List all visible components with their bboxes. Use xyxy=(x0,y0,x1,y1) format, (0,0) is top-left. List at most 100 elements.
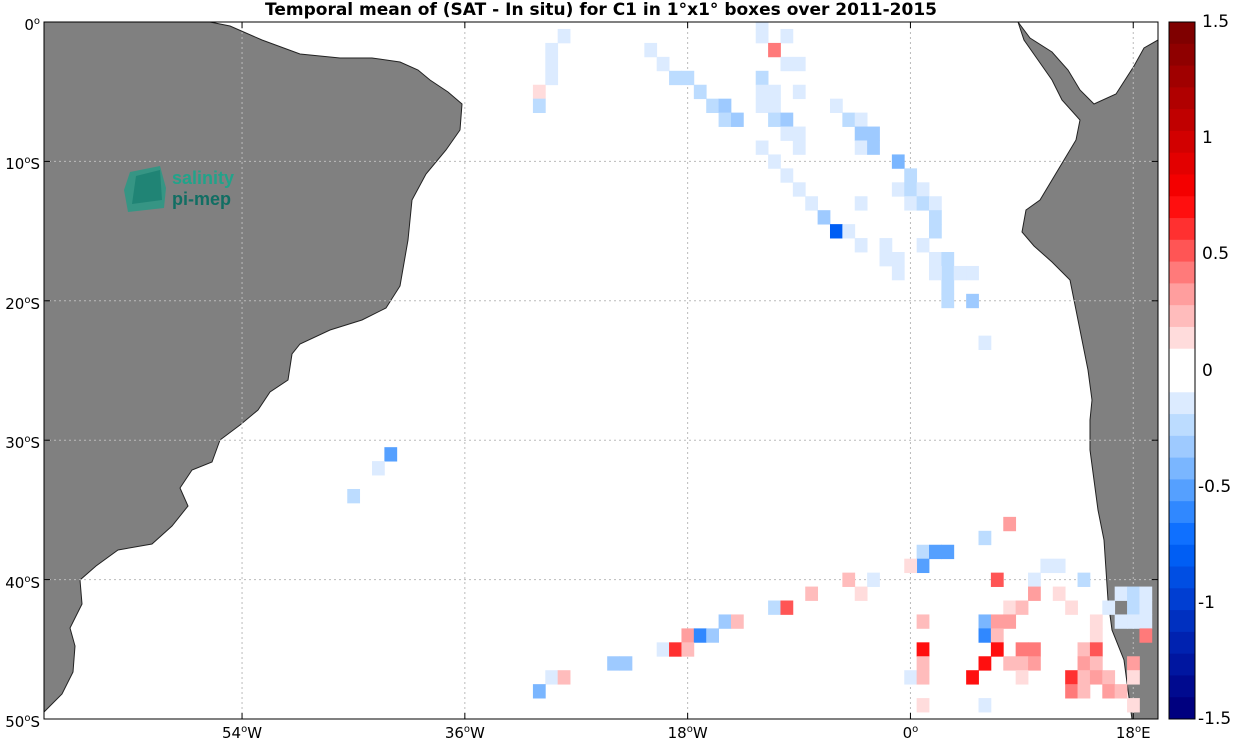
heatmap-cell xyxy=(867,572,880,587)
land-africa xyxy=(1017,22,1158,719)
heatmap-cell xyxy=(978,530,992,546)
heatmap-cell xyxy=(1077,670,1091,685)
heatmap-cell xyxy=(669,642,682,657)
heatmap-cell xyxy=(929,252,942,267)
heatmap-cell xyxy=(916,558,930,574)
heatmap-cell xyxy=(1003,656,1017,671)
heatmap-cell xyxy=(805,196,819,211)
heatmap-cell xyxy=(1003,600,1017,615)
heatmap-cell xyxy=(867,140,880,155)
heatmap-cell xyxy=(792,84,806,100)
colorbar-segment xyxy=(1169,22,1195,45)
colorbar xyxy=(1169,22,1195,720)
lon-tick-label: 18oW xyxy=(667,724,708,742)
heatmap-cell xyxy=(681,70,695,86)
heatmap-cell xyxy=(916,182,930,197)
heatmap-cell xyxy=(1102,600,1116,615)
lon-tick-label: 18oE xyxy=(1115,724,1151,742)
heatmap-cell xyxy=(842,112,856,127)
colorbar-segment xyxy=(1169,152,1195,175)
heatmap-cell xyxy=(792,56,806,72)
lat-tick-label: 50oS xyxy=(5,713,40,731)
heatmap-cell xyxy=(929,265,942,281)
colorbar-tick-label: 1 xyxy=(1202,128,1213,149)
colorbar-segment xyxy=(1169,479,1195,502)
colorbar-tick-label: -1 xyxy=(1198,592,1215,613)
logo-text-pimep: pi-mep xyxy=(172,189,231,209)
heatmap-cell xyxy=(854,238,868,253)
heatmap-cell xyxy=(1077,656,1091,671)
heatmap-cell xyxy=(966,293,979,309)
heatmap-cell xyxy=(656,56,670,72)
heatmap-cell xyxy=(1139,628,1153,643)
colorbar-tick-label: 1.5 xyxy=(1202,12,1230,32)
lon-tick-label: 54oW xyxy=(222,724,263,742)
heatmap-cell xyxy=(607,656,620,671)
heatmap-cell xyxy=(1102,684,1116,699)
heatmap-cell xyxy=(1089,656,1103,671)
heatmap-cell xyxy=(1114,614,1128,629)
heatmap-cell xyxy=(854,126,868,141)
heatmap-cell xyxy=(1089,628,1103,643)
heatmap-cell xyxy=(916,642,930,657)
colorbar-tick-label: -1.5 xyxy=(1198,709,1232,729)
heatmap-cell xyxy=(941,279,955,295)
heatmap-cell xyxy=(929,196,942,211)
heatmap-cell xyxy=(1127,600,1140,615)
heatmap-cell xyxy=(867,126,880,141)
heatmap-cell xyxy=(805,586,819,601)
heatmap-cell xyxy=(854,112,868,127)
heatmap-cell xyxy=(1127,670,1140,685)
heatmap-cell xyxy=(929,224,942,239)
colorbar-segment xyxy=(1169,610,1195,633)
heatmap-cell xyxy=(879,252,893,267)
heatmap-cell xyxy=(768,98,781,114)
heatmap-cell xyxy=(1065,670,1078,685)
heatmap-cell xyxy=(693,628,707,643)
colorbar-segment xyxy=(1169,370,1195,393)
heatmap-cell xyxy=(545,42,559,58)
heatmap-cell xyxy=(1114,586,1128,601)
colorbar-segment xyxy=(1169,130,1195,154)
heatmap-cell xyxy=(941,293,955,309)
heatmap-cell xyxy=(978,628,992,643)
heatmap-cell xyxy=(1003,614,1017,629)
heatmap-cell xyxy=(891,154,905,169)
heatmap-cell xyxy=(792,140,806,155)
heatmap-cell xyxy=(792,182,806,197)
heatmap-cell xyxy=(1040,558,1054,574)
heatmap-cell xyxy=(718,98,732,114)
heatmap-cell xyxy=(854,140,868,155)
heatmap-cell xyxy=(644,42,658,58)
heatmap-cell xyxy=(916,614,930,629)
colorbar-segment xyxy=(1169,414,1195,437)
heatmap-cell xyxy=(730,614,744,629)
heatmap-cell xyxy=(1028,656,1041,671)
heatmap-cell xyxy=(916,238,930,253)
heatmap-cell xyxy=(1139,614,1153,629)
colorbar-segment xyxy=(1169,631,1195,655)
colorbar-segment xyxy=(1169,174,1195,197)
heatmap-cell xyxy=(1139,600,1153,615)
heatmap-cell xyxy=(755,140,769,155)
colorbar-segment xyxy=(1169,87,1195,110)
heatmap-cell xyxy=(780,28,794,44)
colorbar-segment xyxy=(1169,239,1195,263)
heatmap-cell xyxy=(904,182,918,197)
colorbar-segment xyxy=(1169,65,1195,88)
heatmap-cell xyxy=(557,28,571,44)
heatmap-cell xyxy=(1114,684,1128,699)
heatmap-cell xyxy=(891,252,905,267)
colorbar-segment xyxy=(1169,501,1195,524)
colorbar-segment xyxy=(1169,697,1195,720)
heatmap-cell xyxy=(916,656,930,671)
heatmap-cell xyxy=(372,461,385,476)
heatmap-cell xyxy=(904,196,918,211)
heatmap-cell xyxy=(619,656,633,671)
heatmap-cell xyxy=(755,28,769,44)
heatmap-cell xyxy=(780,56,794,72)
heatmap-cell xyxy=(669,70,682,86)
colorbar-tick-label: 0 xyxy=(1202,360,1213,381)
heatmap-cell xyxy=(1127,614,1140,629)
